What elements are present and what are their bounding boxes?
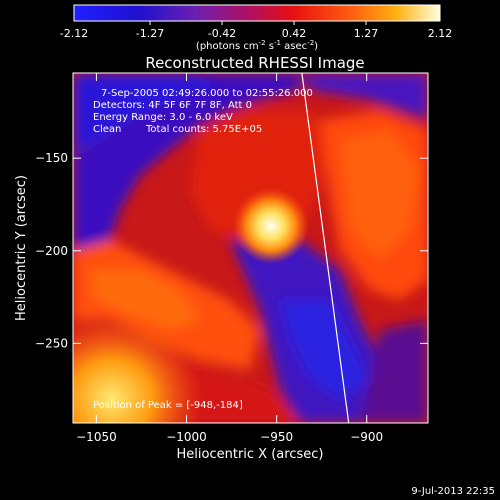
peak-position-text: Position of Peak = [-948,-184] bbox=[93, 400, 243, 411]
colorbar-tick-label: -1.27 bbox=[136, 27, 164, 40]
x-tick-label: −900 bbox=[350, 430, 383, 444]
annotations: 7-Sep-2005 02:49:26.000 to 02:55:26.000 … bbox=[93, 88, 313, 411]
time-range-text: 7-Sep-2005 02:49:26.000 to 02:55:26.000 bbox=[101, 88, 313, 99]
colorbar-tick-label: 0.42 bbox=[282, 27, 307, 40]
y-tick-label: −250 bbox=[35, 336, 68, 350]
clean-text: Clean bbox=[93, 124, 121, 135]
chart-title: Reconstructed RHESSI Image bbox=[145, 54, 364, 72]
colorbar-tick-label: -2.12 bbox=[60, 27, 88, 40]
x-tick-label: −1000 bbox=[166, 430, 207, 444]
x-axis-title: Heliocentric X (arcsec) bbox=[177, 447, 324, 462]
x-tick-label: −1050 bbox=[76, 430, 117, 444]
colorbar-tick-label: 1.27 bbox=[354, 27, 379, 40]
y-axis-title: Heliocentric Y (arcsec) bbox=[14, 175, 29, 321]
total-counts-text: Total counts: 5.75E+05 bbox=[145, 124, 262, 135]
energy-range-text: Energy Range: 3.0 - 6.0 keV bbox=[93, 112, 233, 123]
plot-frame bbox=[72, 72, 429, 424]
x-axis: −1050 −1000 −950 −900 bbox=[76, 73, 383, 444]
y-tick-label: −200 bbox=[35, 244, 68, 258]
y-axis: −150 −200 −250 bbox=[35, 151, 428, 350]
detectors-text: Detectors: 4F 5F 6F 7F 8F, Att 0 bbox=[93, 100, 252, 111]
heatmap-image bbox=[73, 73, 428, 423]
colorbar-units: (photons cm-2 s-1 asec-2) bbox=[196, 39, 318, 52]
x-tick-label: −950 bbox=[260, 430, 293, 444]
colorbar-tick-label: -0.42 bbox=[208, 27, 236, 40]
y-tick-label: −150 bbox=[35, 151, 68, 165]
colorbar-ticks bbox=[149, 21, 367, 25]
colorbar: -2.12 -1.27 -0.42 0.42 1.27 2.12 (photon… bbox=[60, 4, 453, 52]
colorbar-gradient bbox=[73, 4, 441, 22]
colorbar-tick-label: 2.12 bbox=[428, 27, 453, 40]
footer-date: 9-Jul-2013 22:35 bbox=[411, 486, 495, 497]
solar-limb-line bbox=[301, 73, 350, 423]
